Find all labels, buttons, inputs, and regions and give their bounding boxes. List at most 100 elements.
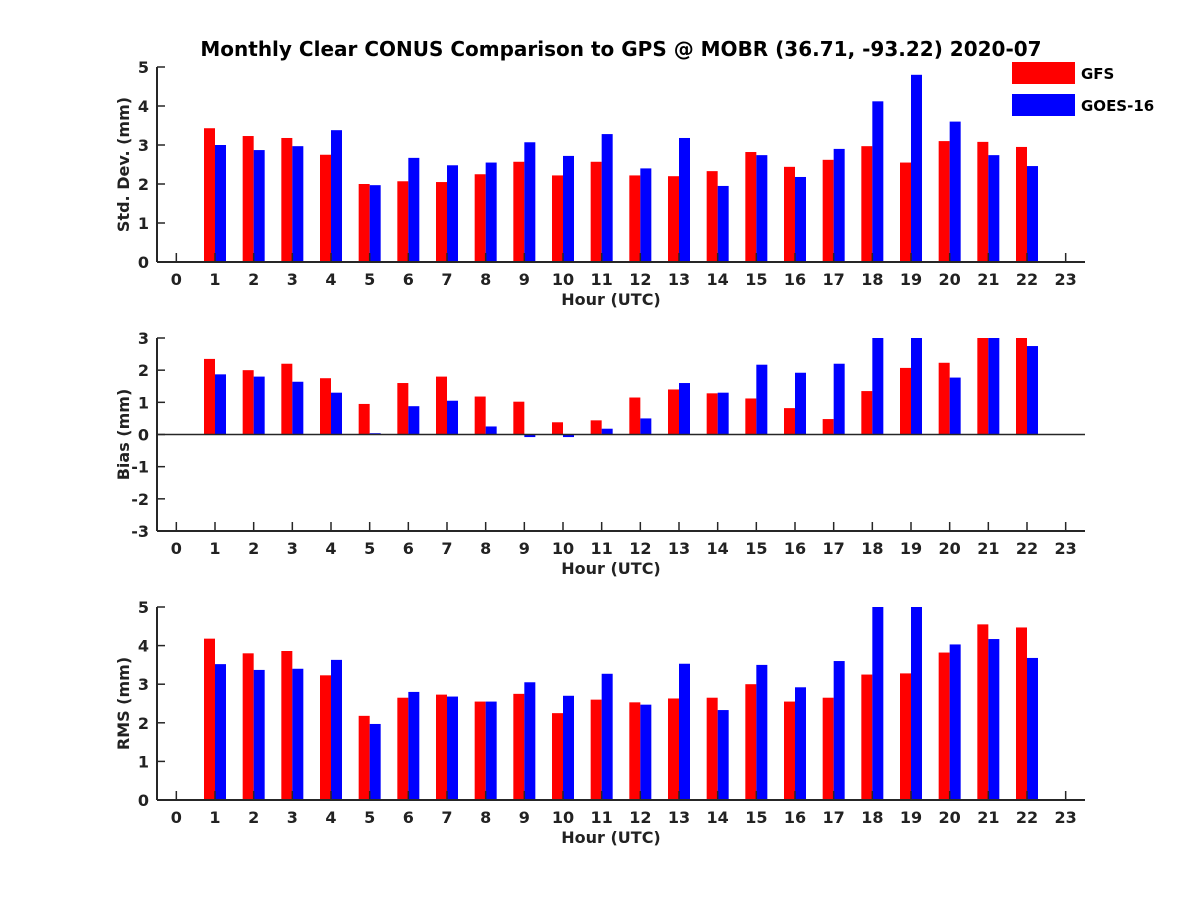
legend: GFS GOES-16 <box>1012 62 1154 116</box>
bar-goes-16-hour-19 <box>911 74 922 262</box>
bar-goes-16-hour-17 <box>833 148 845 262</box>
y-tick-label: 4 <box>138 637 149 656</box>
x-tick-label: 16 <box>784 270 806 289</box>
bar-goes-16-hour-13 <box>679 137 690 262</box>
x-tick-label: 13 <box>668 270 690 289</box>
x-tick-label: 2 <box>248 270 259 289</box>
x-tick-label: 23 <box>1055 539 1077 558</box>
y-tick-label: 1 <box>138 393 149 412</box>
bar-goes-16-hour-4 <box>331 130 342 262</box>
bar-goes-16-hour-19 <box>911 338 922 435</box>
x-tick-label: 3 <box>287 270 298 289</box>
bar-gfs-hour-5 <box>358 715 370 800</box>
x-tick-label: 0 <box>171 808 182 827</box>
bar-gfs-hour-16 <box>784 408 795 435</box>
bar-goes-16-hour-10 <box>563 695 574 800</box>
bar-goes-16-hour-16 <box>795 687 806 800</box>
y-tick-label: 0 <box>138 426 149 445</box>
x-tick-label: 4 <box>325 808 336 827</box>
bar-gfs-hour-19 <box>900 367 911 435</box>
bar-gfs-hour-5 <box>358 403 370 435</box>
bar-goes-16-hour-11 <box>601 673 613 800</box>
bar-goes-16-hour-2 <box>253 376 265 435</box>
bar-goes-16-hour-21 <box>988 155 1000 262</box>
bar-gfs-hour-6 <box>397 383 409 435</box>
x-tick-label: 19 <box>900 539 922 558</box>
bar-gfs-hour-3 <box>281 363 293 435</box>
bar-goes-16-hour-7 <box>447 696 458 800</box>
x-tick-label: 3 <box>287 539 298 558</box>
x-tick-label: 4 <box>325 539 336 558</box>
x-tick-label: 21 <box>977 270 999 289</box>
x-axis-label: Hour (UTC) <box>561 559 661 578</box>
bar-gfs-hour-15 <box>745 152 757 262</box>
bar-goes-16-hour-6 <box>408 691 420 800</box>
x-tick-label: 6 <box>403 270 414 289</box>
x-tick-label: 5 <box>364 270 375 289</box>
bar-goes-16-hour-18 <box>872 338 884 435</box>
x-tick-label: 23 <box>1055 808 1077 827</box>
bar-gfs-hour-4 <box>320 378 331 435</box>
x-tick-label: 18 <box>861 539 883 558</box>
x-tick-label: 20 <box>939 808 961 827</box>
bar-gfs-hour-12 <box>629 397 641 435</box>
x-tick-label: 4 <box>325 270 336 289</box>
x-tick-label: 12 <box>629 539 651 558</box>
bar-goes-16-hour-13 <box>679 663 690 800</box>
bar-goes-16-hour-12 <box>640 704 652 800</box>
x-tick-label: 6 <box>403 808 414 827</box>
bar-gfs-hour-5 <box>358 184 370 262</box>
bar-gfs-hour-14 <box>706 697 718 800</box>
x-tick-label: 9 <box>519 270 530 289</box>
bar-gfs-hour-9 <box>513 161 525 262</box>
bar-goes-16-hour-6 <box>408 157 420 262</box>
x-axis-label: Hour (UTC) <box>561 828 661 847</box>
x-tick-label: 1 <box>209 270 220 289</box>
bar-gfs-hour-4 <box>320 675 331 800</box>
bar-goes-16-hour-10 <box>563 155 574 262</box>
bar-gfs-hour-3 <box>281 651 293 800</box>
bar-gfs-hour-13 <box>668 698 679 800</box>
bar-goes-16-hour-18 <box>872 607 884 800</box>
x-tick-label: 16 <box>784 539 806 558</box>
bar-gfs-hour-13 <box>668 389 679 435</box>
bar-goes-16-hour-8 <box>485 426 497 435</box>
y-tick-label: 5 <box>138 58 149 77</box>
x-tick-label: 20 <box>939 270 961 289</box>
bar-gfs-hour-3 <box>281 137 293 262</box>
bar-goes-16-hour-3 <box>292 668 304 800</box>
bar-gfs-hour-7 <box>436 376 447 435</box>
y-tick-label: 2 <box>138 175 149 194</box>
bar-goes-16-hour-15 <box>756 364 768 435</box>
bar-gfs-hour-12 <box>629 702 641 800</box>
bar-goes-16-hour-12 <box>640 168 652 262</box>
x-tick-label: 14 <box>707 539 729 558</box>
bar-gfs-hour-22 <box>1016 146 1027 262</box>
bar-gfs-hour-6 <box>397 181 409 262</box>
bar-goes-16-hour-5 <box>369 723 381 800</box>
bar-goes-16-hour-1 <box>215 145 226 262</box>
y-tick-label: 3 <box>138 329 149 348</box>
x-tick-label: 8 <box>480 539 491 558</box>
bar-goes-16-hour-22 <box>1027 166 1038 262</box>
y-tick-label: 1 <box>138 214 149 233</box>
x-tick-label: 2 <box>248 539 259 558</box>
x-tick-label: 19 <box>900 808 922 827</box>
bar-goes-16-hour-8 <box>485 701 497 800</box>
x-tick-label: 5 <box>364 808 375 827</box>
x-tick-label: 5 <box>364 539 375 558</box>
bar-gfs-hour-10 <box>552 713 563 800</box>
y-tick-label: 0 <box>138 253 149 272</box>
bar-goes-16-hour-9 <box>524 142 536 262</box>
bar-gfs-hour-12 <box>629 175 641 262</box>
bar-goes-16-hour-22 <box>1027 657 1038 800</box>
x-tick-label: 13 <box>668 539 690 558</box>
x-tick-label: 12 <box>629 270 651 289</box>
bar-gfs-hour-14 <box>706 171 718 262</box>
bar-goes-16-hour-1 <box>215 374 226 435</box>
bar-gfs-hour-15 <box>745 398 757 435</box>
bar-goes-16-hour-14 <box>717 710 729 800</box>
x-tick-label: 7 <box>441 270 452 289</box>
